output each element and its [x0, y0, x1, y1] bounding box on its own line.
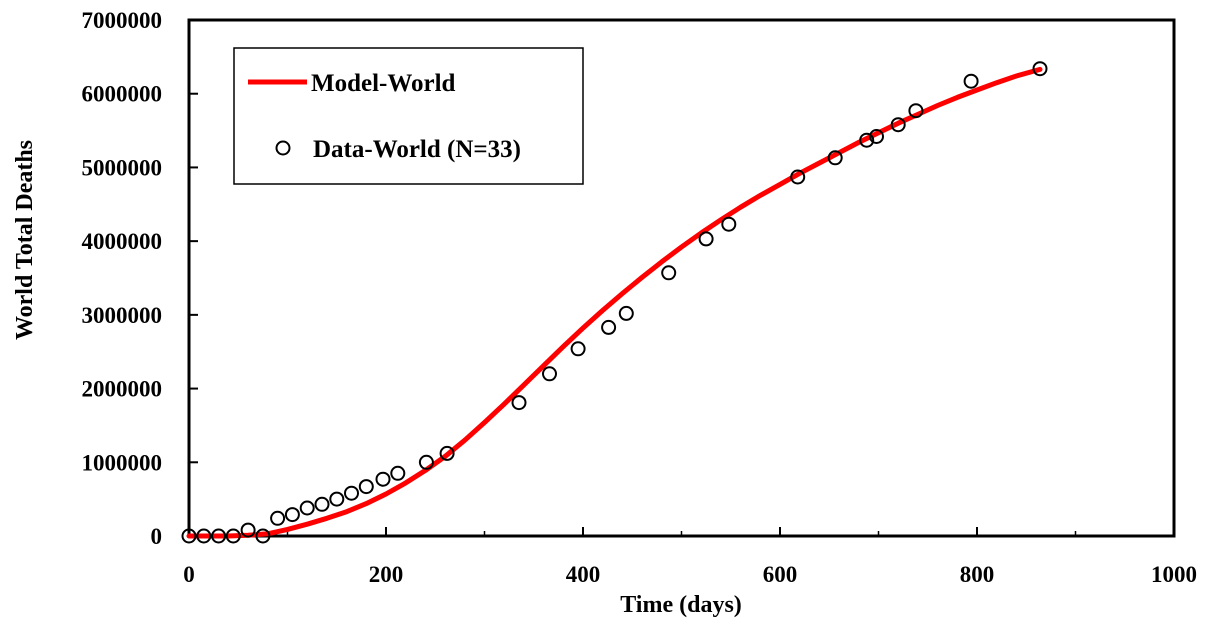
data-world-point: [344, 485, 359, 501]
data-world-point: [827, 150, 843, 166]
data-world-point: [240, 522, 256, 538]
data-world-point: [618, 305, 634, 321]
x-tick-label: 1000: [1151, 562, 1197, 587]
x-tick-label: 0: [183, 562, 195, 587]
y-tick-label: 6000000: [82, 82, 163, 107]
y-tick-label: 7000000: [82, 8, 163, 33]
data-world-point: [601, 319, 617, 335]
data-world-point: [908, 103, 924, 119]
data-world-point: [698, 231, 714, 247]
data-world-point: [211, 528, 227, 544]
data-world-point: [284, 507, 300, 523]
x-axis-tick-labels: 0 200 400 600 800 1000: [183, 562, 1197, 587]
data-world-point: [196, 528, 212, 544]
data-world-point: [890, 117, 906, 133]
legend-label-model: Model-World: [311, 70, 456, 97]
data-world-point: [418, 454, 434, 470]
data-world-point: [1032, 61, 1048, 77]
y-axis-title: World Total Deaths: [12, 140, 38, 340]
y-tick-label: 4000000: [82, 229, 163, 254]
data-world-point: [570, 341, 586, 357]
x-tick-label: 400: [566, 562, 601, 587]
y-tick-label: 0: [151, 524, 163, 549]
legend-marker-sample: [275, 140, 291, 156]
data-world-point: [511, 395, 527, 411]
data-world-point: [439, 445, 455, 461]
data-world-point: [299, 500, 315, 516]
data-world-point: [390, 465, 406, 481]
data-world-point: [314, 496, 330, 512]
x-axis-title: Time (days): [620, 592, 742, 618]
series-layer: [181, 61, 1048, 544]
y-tick-label: 3000000: [82, 303, 163, 328]
x-tick-label: 200: [369, 562, 404, 587]
data-world-point: [869, 129, 884, 144]
data-world-point: [255, 528, 271, 544]
y-tick-label: 2000000: [82, 377, 163, 402]
data-world-point: [542, 366, 557, 382]
data-world-point: [358, 479, 374, 495]
data-world-point: [661, 265, 677, 281]
data-world-point: [963, 73, 979, 89]
data-world-point: [859, 132, 875, 148]
data-world-point: [721, 216, 737, 232]
legend-label-data: Data-World (N=33): [313, 136, 521, 163]
data-world-point: [790, 169, 806, 185]
model-world-line: [186, 66, 1043, 539]
legend: Model-World Data-World (N=33): [233, 47, 584, 185]
y-tick-label: 1000000: [82, 450, 163, 475]
data-world-point: [329, 491, 345, 507]
data-world-point: [181, 528, 197, 544]
legend-box: [233, 47, 584, 185]
y-tick-label: 5000000: [82, 155, 163, 180]
data-world-point: [375, 471, 391, 487]
data-world-point: [270, 510, 286, 526]
data-world-point: [225, 528, 241, 544]
y-axis-tick-labels: 0 1000000 2000000 3000000 4000000 5000000 6000…: [82, 8, 163, 549]
x-tick-label: 600: [763, 562, 798, 587]
x-tick-label: 800: [960, 562, 995, 587]
